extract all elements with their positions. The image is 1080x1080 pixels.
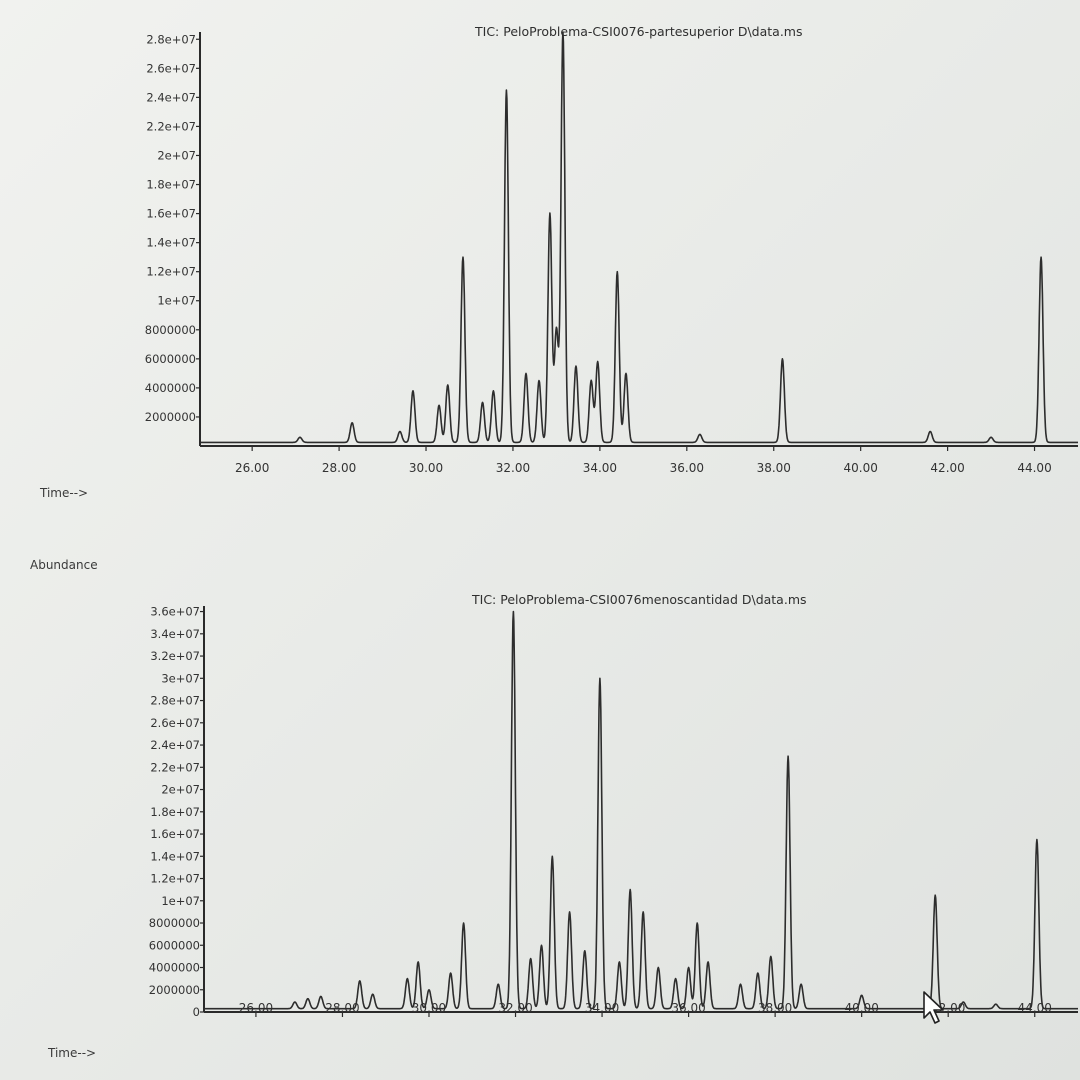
y-tick-label-bottom: 8000000 — [149, 916, 200, 930]
x-tick-label-top: 42.00 — [930, 461, 964, 475]
x-tick-label-top: 32.00 — [496, 461, 530, 475]
y-tick-label-bottom: 2e+07 — [161, 783, 200, 797]
y-tick-label-top: 2e+07 — [157, 148, 196, 162]
x-tick-label-top: 28.00 — [322, 461, 356, 475]
y-tick-label-top: 4000000 — [145, 381, 196, 395]
tic-trace-top — [199, 31, 1079, 444]
y-tick-label-bottom: 6000000 — [149, 938, 200, 952]
y-tick-label-bottom: 2.8e+07 — [150, 694, 200, 708]
y-tick-label-top: 6000000 — [145, 352, 196, 366]
y-tick-label-bottom: 1.6e+07 — [150, 827, 200, 841]
y-tick-label-top: 2.8e+07 — [146, 32, 196, 46]
y-tick-label-top: 1.2e+07 — [146, 265, 196, 279]
y-tick-label-bottom: 3.4e+07 — [150, 627, 200, 641]
x-tick-label-bottom: 30.00 — [412, 1001, 446, 1015]
y-tick-label-bottom: 3.2e+07 — [150, 649, 200, 663]
y-tick-label-bottom: 1.4e+07 — [150, 849, 200, 863]
mouse-pointer-icon — [923, 991, 944, 1024]
y-tick-label-top: 1.4e+07 — [146, 236, 196, 250]
y-tick-label-bottom: 4000000 — [149, 961, 200, 975]
y-tick-label-top: 2000000 — [145, 410, 196, 424]
y-tick-label-top: 1e+07 — [157, 294, 196, 308]
y-tick-label-top: 1.6e+07 — [146, 207, 196, 221]
y-tick-label-bottom: 2.4e+07 — [150, 738, 200, 752]
x-tick-label-bottom: 36.00 — [671, 1001, 705, 1015]
y-tick-label-bottom: 3.6e+07 — [150, 605, 200, 619]
y-tick-label-bottom: 0 — [193, 1005, 200, 1019]
x-tick-label-top: 40.00 — [843, 461, 877, 475]
time-axis-label-bottom: Time--> — [48, 1046, 97, 1060]
y-tick-label-bottom: 2.2e+07 — [150, 760, 200, 774]
x-tick-label-bottom: 40.00 — [844, 1001, 878, 1015]
chart-title-top: TIC: PeloProblema-CSI0076-partesuperior … — [474, 24, 803, 39]
y-tick-label-top: 1.8e+07 — [146, 178, 196, 192]
x-tick-label-bottom: 44.00 — [1018, 1001, 1052, 1015]
y-tick-label-bottom: 1.2e+07 — [150, 872, 200, 886]
y-tick-label-bottom: 2.6e+07 — [150, 716, 200, 730]
tic-trace-bottom — [203, 610, 1079, 1010]
x-tick-label-top: 38.00 — [757, 461, 791, 475]
x-tick-label-top: 26.00 — [235, 461, 269, 475]
time-axis-label-top: Time--> — [40, 486, 89, 500]
y-tick-label-top: 8000000 — [145, 323, 196, 337]
x-tick-label-top: 34.00 — [583, 461, 617, 475]
y-tick-label-bottom: 1.8e+07 — [150, 805, 200, 819]
chart-title-bottom: TIC: PeloProblema-CSI0076menoscantidad D… — [471, 592, 807, 607]
y-tick-label-top: 2.4e+07 — [146, 90, 196, 104]
abundance-axis-label: Abundance — [30, 558, 98, 572]
x-tick-label-top: 30.00 — [409, 461, 443, 475]
y-tick-label-bottom: 1e+07 — [161, 894, 200, 908]
y-tick-label-bottom: 3e+07 — [161, 671, 200, 685]
y-tick-label-top: 2.6e+07 — [146, 61, 196, 75]
x-tick-label-top: 44.00 — [1017, 461, 1051, 475]
y-tick-label-bottom: 2000000 — [149, 983, 200, 997]
x-tick-label-top: 36.00 — [670, 461, 704, 475]
y-tick-label-top: 2.2e+07 — [146, 119, 196, 133]
